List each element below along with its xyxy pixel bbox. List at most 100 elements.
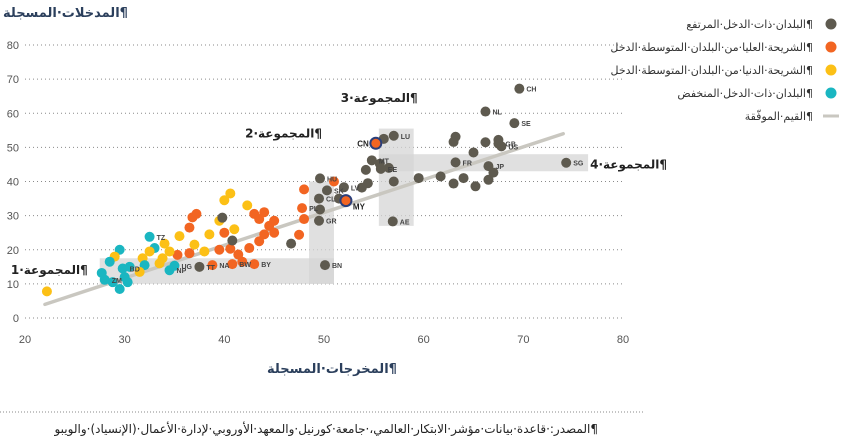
point-upper_middle-44 [328, 176, 339, 187]
point-upper_middle-56 [225, 243, 236, 254]
point-ee [375, 163, 386, 174]
point-bn [319, 260, 330, 271]
group-label-3: المجموعة·3¶ [341, 91, 418, 106]
point-high-38 [315, 204, 326, 215]
x-axis-title: المخرجات·المسجلة¶ [267, 362, 397, 377]
point-lower_middle-86 [159, 238, 170, 249]
point-upper_middle-43 [299, 184, 310, 195]
point-hu [315, 173, 326, 184]
legend: البلدان·ذات·الدخل·المرتفع¶ الشريحة·العليا… [610, 18, 839, 123]
legend-marker-lower-middle [825, 64, 837, 76]
point-label-se: SE [521, 121, 531, 128]
point-high-12 [468, 147, 479, 158]
legend-label-high: البلدان·ذات·الدخل·المرتفع¶ [686, 18, 813, 31]
legend-label-trend: القيم·الموفّقة¶ [745, 109, 813, 123]
legend-marker-upper-middle [825, 41, 837, 53]
point-high-64 [217, 212, 228, 223]
point-np [164, 265, 175, 276]
point-upper_middle-52 [244, 243, 255, 254]
point-lu [388, 130, 399, 141]
data-points [41, 83, 572, 297]
point-ch [514, 83, 525, 94]
point-ae [387, 216, 398, 227]
point-lower_middle-61 [225, 188, 236, 199]
point-label-cn: CN [357, 139, 369, 148]
point-lower_middle-83 [164, 246, 175, 257]
source-note: المصدر:·قاعدة·بيانات·مؤشر·الابتكار·العال… [53, 421, 598, 437]
x-axis-ticks: 20 30 40 50 60 70 80 [19, 334, 629, 346]
y-tick-label-10: 10 [7, 279, 19, 291]
x-tick-label-60: 60 [418, 334, 430, 346]
x-tick-label-50: 50 [318, 334, 330, 346]
point-nl [480, 106, 491, 117]
point-high-15 [470, 181, 481, 192]
y-tick-label-0: 0 [13, 313, 19, 325]
group-label-1: المجموعة·1¶ [11, 263, 88, 278]
point-label-pl: PL [309, 206, 319, 213]
point-label-us: US [508, 144, 518, 151]
point-label-bn: BN [332, 263, 342, 270]
point-label-cl: CL [326, 197, 336, 204]
point-label-ee: EE [388, 167, 398, 174]
group-label-2: المجموعة·2¶ [245, 127, 322, 142]
point-label-sg: SG [573, 161, 584, 168]
point-cn [369, 136, 383, 150]
legend-label-lower-middle: الشريحة·الدنيا·من·البلدان·المتوسطة·الدخل… [610, 64, 813, 77]
point-high-18 [488, 167, 499, 178]
point-lower_middle-78 [204, 229, 215, 240]
point-low-102 [104, 256, 115, 267]
y-tick-label-20: 20 [7, 245, 19, 257]
point-upper_middle-55 [233, 249, 244, 260]
point-label-bw: BW [239, 262, 251, 269]
point-label-ch: CH [526, 87, 536, 94]
point-tz [144, 231, 155, 242]
group-box-4 [378, 154, 589, 172]
point-upper_middle-75 [184, 222, 195, 233]
point-low-100 [107, 277, 118, 288]
point-lower_middle-85 [154, 258, 165, 269]
point-high-46 [286, 238, 297, 249]
point-tt [194, 261, 205, 272]
point-lower_middle-104 [41, 286, 52, 297]
y-tick-label-80: 80 [7, 40, 19, 52]
point-label-gb: GB [505, 142, 515, 149]
point-mt [366, 155, 377, 166]
point-upper_middle-59 [219, 227, 230, 238]
point-high-21 [383, 162, 394, 173]
point-high-28 [360, 164, 371, 175]
y-tick-label-40: 40 [7, 177, 19, 189]
point-high-20 [388, 176, 399, 187]
point-sg [561, 157, 572, 168]
x-tick-label-30: 30 [119, 334, 131, 346]
point-label-by: BY [261, 262, 271, 269]
point-label-gr: GR [326, 219, 337, 226]
point-lower_middle-62 [219, 195, 230, 206]
y-tick-label-30: 30 [7, 211, 19, 223]
group-labels: المجموعة·1¶ المجموعة·2¶ المجموعة·3¶ المجموع… [11, 91, 667, 278]
point-label-jp: JP [495, 164, 504, 171]
point-label-fr: FR [463, 160, 472, 167]
point-high-5 [493, 134, 504, 145]
point-label-ug: UG [182, 264, 193, 271]
point-upper_middle-81 [172, 249, 183, 260]
legend-label-low: البلدان·ذات·الدخل·المنخفض¶ [677, 87, 813, 100]
point-label-sk: SK [334, 188, 344, 195]
point-bd [117, 263, 128, 274]
point-na [207, 260, 218, 271]
point-label-hu: HU [327, 176, 337, 183]
point-bw [227, 259, 238, 270]
y-axis-title: المدخلات·المسجلة¶ [3, 6, 128, 21]
point-label-tz: TZ [157, 235, 166, 242]
point-high-17 [435, 171, 446, 182]
point-upper_middle-74 [184, 248, 195, 259]
y-tick-label-50: 50 [7, 142, 19, 154]
point-high-30 [356, 182, 367, 193]
x-tick-label-20: 20 [19, 334, 31, 346]
x-tick-label-80: 80 [617, 334, 629, 346]
point-fr [450, 157, 461, 168]
y-tick-label-60: 60 [7, 108, 19, 120]
legend-label-upper-middle: الشريحة·العليا·من·البلدان·المتوسطة·الدخل… [610, 41, 813, 54]
x-tick-label-70: 70 [517, 334, 529, 346]
point-label-na: NA [219, 263, 229, 270]
